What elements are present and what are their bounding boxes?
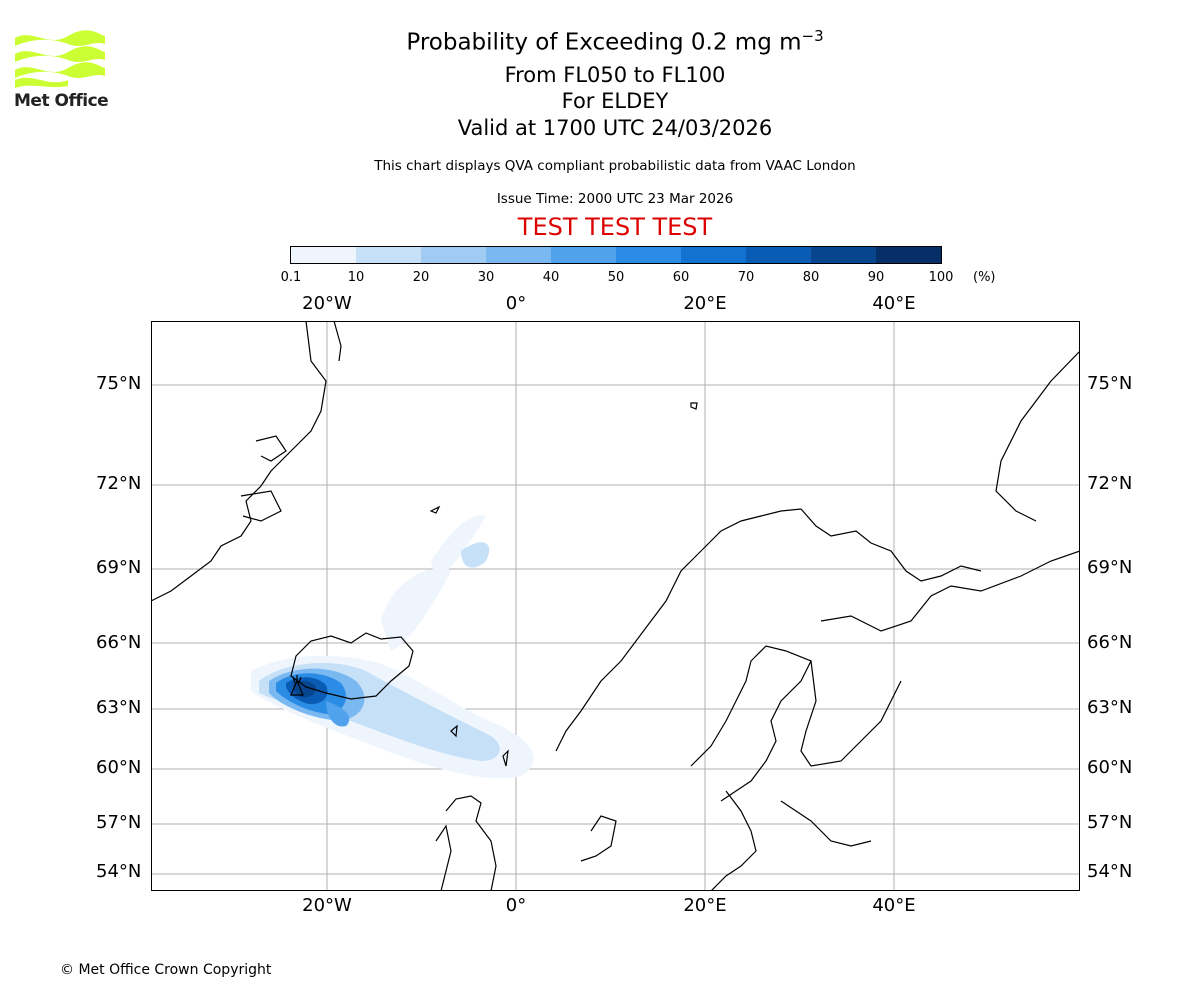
latitude-label-left: 57°N [96,812,142,833]
colorbar-border [290,246,942,264]
colorbar-tick-label: 90 [867,270,885,285]
logo-text: Met Office [14,91,109,111]
longitude-label: 20°W [302,895,352,916]
coastlines [151,321,1080,891]
latitude-label-left: 69°N [96,557,142,578]
colorbar-tick-label: 70 [737,270,755,285]
valid-time: Valid at 1700 UTC 24/03/2026 [457,116,773,140]
longitude-label: 20°E [683,293,727,314]
longitude-label: 0° [505,293,527,314]
longitude-label: 40°E [872,293,916,314]
colorbar-tick-label: 0.1 [280,270,302,285]
colorbar-segment [811,247,876,263]
longitude-label: 0° [505,895,527,916]
colorbar-segment [746,247,811,263]
colorbar-tick-label: 60 [672,270,690,285]
latitude-label-left: 75°N [96,373,142,394]
colorbar-tick-label: 30 [477,270,495,285]
colorbar-tick-label: 80 [802,270,820,285]
colorbar-segment [681,247,746,263]
issue-time: Issue Time: 2000 UTC 23 Mar 2026 [496,191,734,207]
ash-probability-field [251,515,534,779]
latitude-label-left: 63°N [96,697,142,718]
copyright-text: © Met Office Crown Copyright [60,962,272,978]
colorbar-tick-label: 50 [607,270,625,285]
disclaimer-text: This chart displays QVA compliant probab… [374,158,856,174]
colorbar-tick-label: 100 [928,270,954,285]
latitude-label-left: 60°N [96,757,142,778]
colorbar-segment [551,247,616,263]
colorbar-segment [486,247,551,263]
gridlines [151,321,1080,891]
longitude-label: 40°E [872,895,916,916]
map-plot [151,321,1080,891]
flight-level-range: From FL050 to FL100 [504,63,726,87]
latitude-label-left: 66°N [96,632,142,653]
colorbar-segment [616,247,681,263]
latitude-label-right: 63°N [1087,697,1133,718]
colorbar-unit: (%) [973,270,996,285]
airspace-name: For ELDEY [561,89,669,113]
chart-title-text: Probability of Exceeding 0.2 mg m [406,29,802,56]
colorbar-segment [421,247,486,263]
latitude-label-left: 72°N [96,473,142,494]
colorbar-segment [291,247,356,263]
colorbar-tick-label: 10 [347,270,365,285]
test-banner: TEST TEST TEST [517,213,713,241]
longitude-label: 20°W [302,293,352,314]
latitude-label-right: 54°N [1087,861,1133,882]
chart-title: Probability of Exceeding 0.2 mg m−3 [0,27,1200,56]
colorbar-tick-label: 40 [542,270,560,285]
latitude-label-right: 75°N [1087,373,1133,394]
map-frame [151,321,1080,891]
latitude-label-right: 69°N [1087,557,1133,578]
colorbar-tick-label: 20 [412,270,430,285]
colorbar-segment [876,247,941,263]
latitude-label-right: 57°N [1087,812,1133,833]
latitude-label-right: 66°N [1087,632,1133,653]
volcano-icon [290,675,304,696]
longitude-label: 20°E [683,895,727,916]
latitude-label-right: 72°N [1087,473,1133,494]
latitude-label-right: 60°N [1087,757,1133,778]
colorbar [290,246,942,264]
title-exponent: −3 [801,27,824,45]
latitude-label-left: 54°N [96,861,142,882]
met-office-logo [15,30,105,88]
colorbar-segment [356,247,421,263]
